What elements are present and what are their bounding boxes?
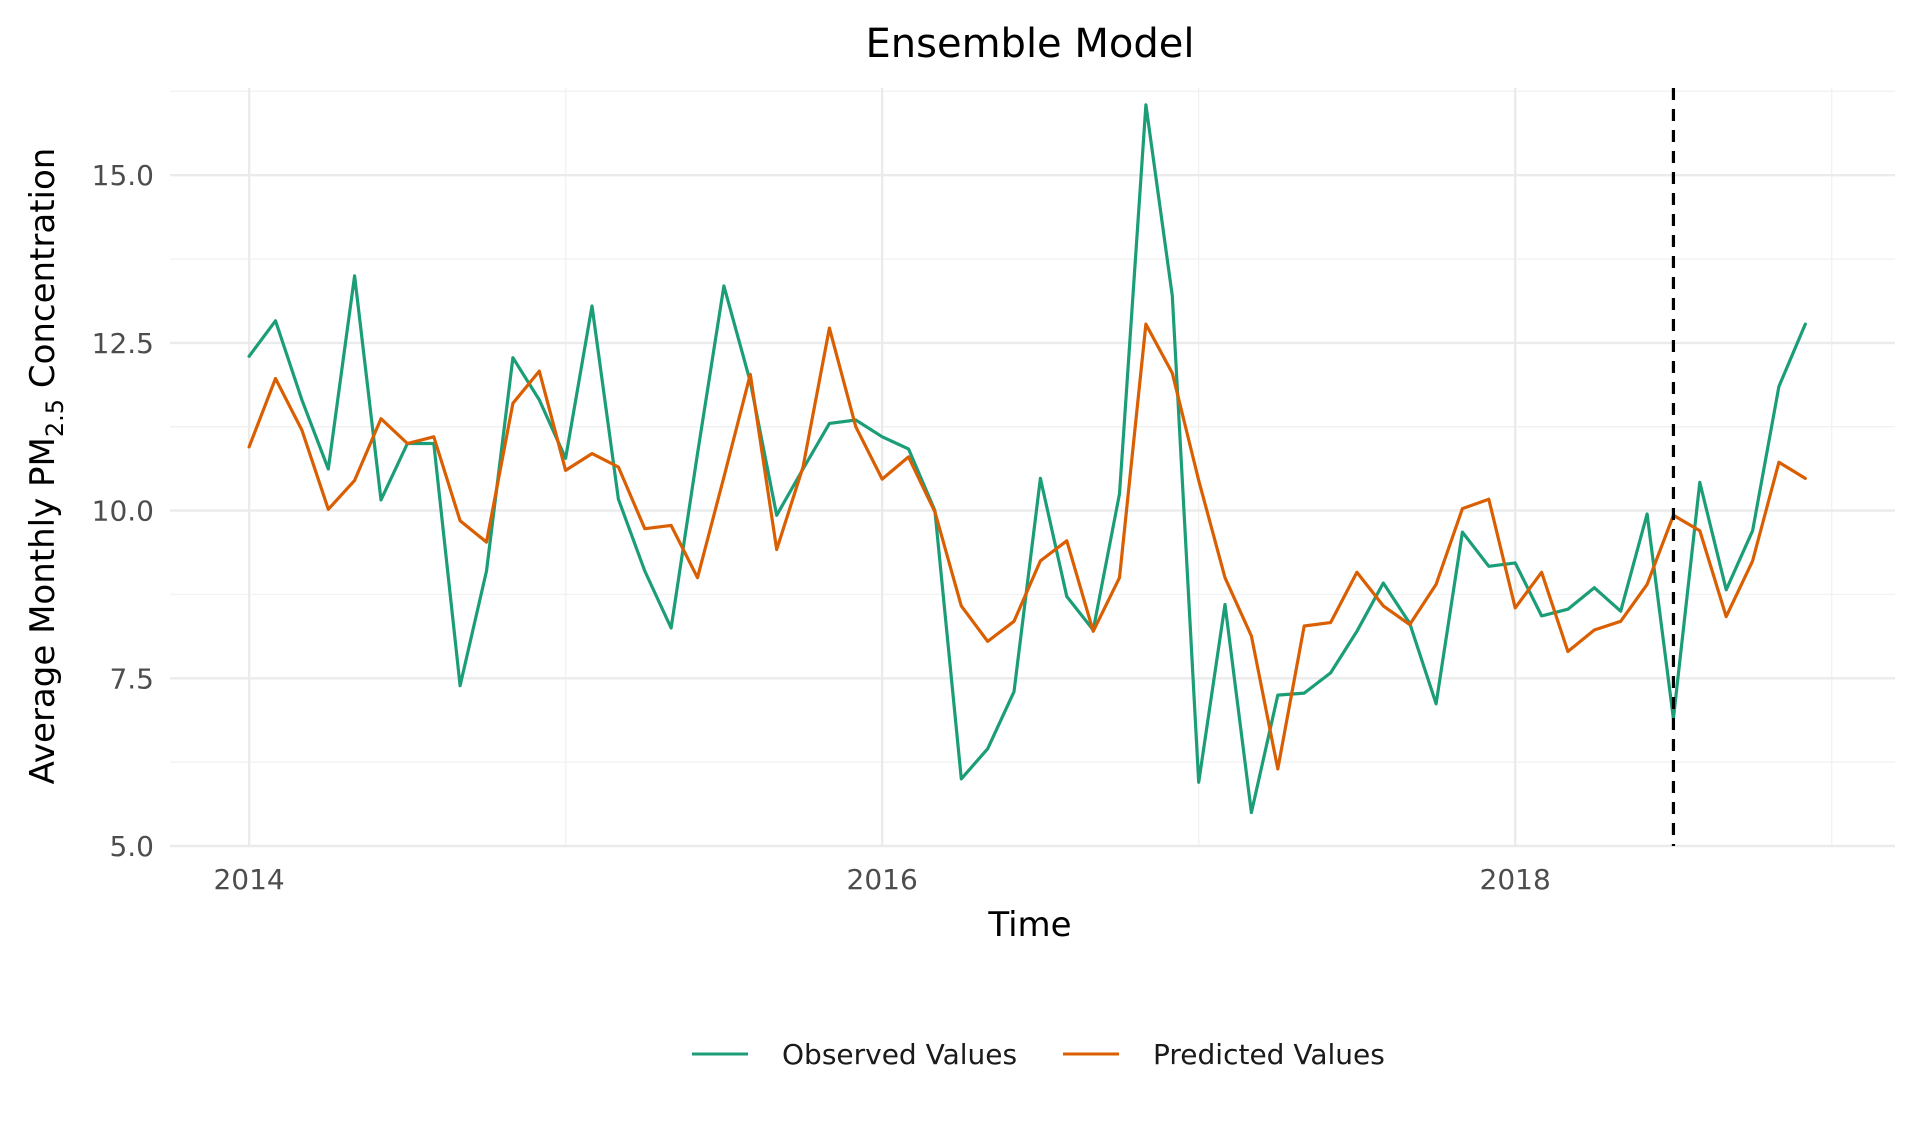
y-axis-title: Average Monthly PM2.5 Concentration xyxy=(23,148,69,785)
y-tick-label: 10.0 xyxy=(92,495,154,528)
legend-label-observed: Observed Values xyxy=(782,1038,1017,1071)
chart-title: Ensemble Model xyxy=(866,21,1195,67)
x-axis-ticks: 2014 2016 2018 xyxy=(213,863,1550,896)
y-tick-label: 12.5 xyxy=(92,327,154,360)
y-axis-ticks: 5.0 7.5 10.0 12.5 15.0 xyxy=(92,159,154,863)
y-tick-label: 15.0 xyxy=(92,159,154,192)
legend-label-predicted: Predicted Values xyxy=(1153,1038,1385,1071)
x-axis-title: Time xyxy=(987,905,1071,945)
y-axis-title-subscript: 2.5 xyxy=(41,399,69,437)
y-tick-label: 7.5 xyxy=(109,662,154,695)
x-tick-label: 2014 xyxy=(213,863,284,896)
y-tick-label: 5.0 xyxy=(109,830,154,863)
x-tick-label: 2018 xyxy=(1480,863,1551,896)
series-line-observed xyxy=(247,103,1807,815)
series-layer xyxy=(247,103,1807,815)
y-axis-title-rest: Concentration xyxy=(23,148,63,399)
series-line-predicted xyxy=(247,322,1807,771)
legend: Observed Values Predicted Values xyxy=(692,1038,1385,1071)
grid xyxy=(170,88,1895,848)
x-tick-label: 2016 xyxy=(847,863,918,896)
y-axis-title-main: Average Monthly PM xyxy=(23,437,63,784)
